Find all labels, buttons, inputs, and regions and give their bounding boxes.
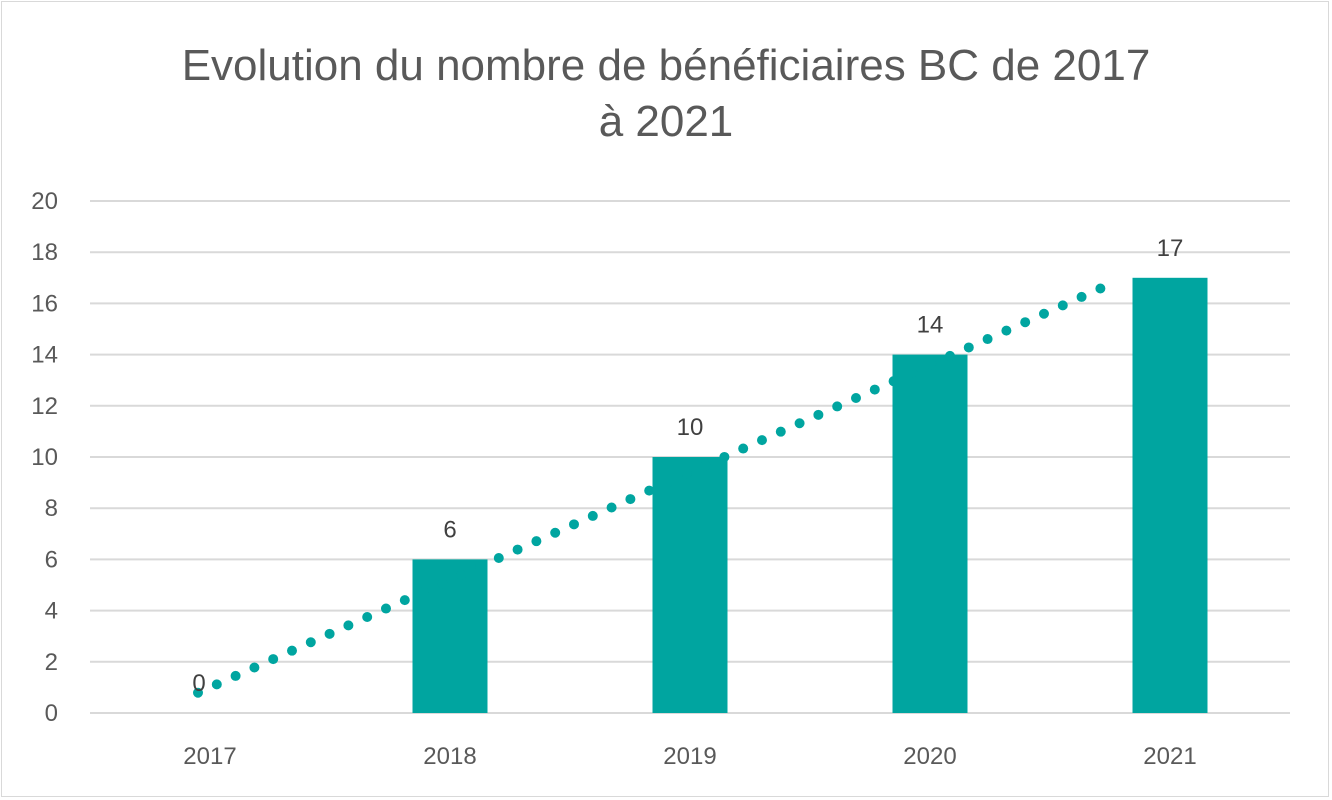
trendline-dotted: [193, 276, 1121, 698]
y-axis-ticks: 0 2 4 6 8 10 12 14 16 18 20: [31, 188, 58, 727]
y-tick-label: 2: [45, 649, 58, 676]
data-labels: 0 6 10 14 17: [192, 235, 1183, 697]
y-tick-label: 0: [45, 700, 58, 727]
y-tick-label: 18: [31, 239, 58, 266]
chart-title: Evolution du nombre de bénéficiaires BC …: [0, 38, 1332, 150]
chart-title-line-2: à 2021: [598, 97, 734, 146]
x-axis-ticks: 2017 2018 2019 2020 2021: [183, 743, 1196, 770]
trendline: [193, 276, 1121, 698]
bar-2021: [1132, 277, 1208, 713]
data-label-2017: 0: [192, 670, 205, 697]
bars: [412, 277, 1208, 713]
x-tick-label: 2021: [1143, 743, 1196, 770]
y-tick-label: 8: [45, 495, 58, 522]
chart-title-line-1: Evolution du nombre de bénéficiaires BC …: [181, 41, 1151, 90]
bar-2020: [892, 354, 968, 713]
x-tick-label: 2018: [423, 743, 476, 770]
y-tick-label: 12: [31, 393, 58, 420]
data-label-2020: 14: [917, 312, 944, 339]
data-label-2019: 10: [677, 414, 704, 441]
y-tick-label: 16: [31, 290, 58, 317]
x-tick-label: 2020: [903, 743, 956, 770]
y-tick-label: 6: [45, 546, 58, 573]
data-label-2018: 6: [443, 516, 456, 543]
y-tick-label: 10: [31, 444, 58, 471]
y-tick-label: 4: [45, 598, 58, 625]
data-label-2021: 17: [1157, 235, 1184, 262]
y-tick-label: 14: [31, 342, 58, 369]
x-tick-label: 2019: [663, 743, 716, 770]
x-tick-label: 2017: [183, 743, 236, 770]
bar-2018: [412, 559, 488, 713]
y-tick-label: 20: [31, 188, 58, 215]
bar-2019: [652, 457, 728, 713]
